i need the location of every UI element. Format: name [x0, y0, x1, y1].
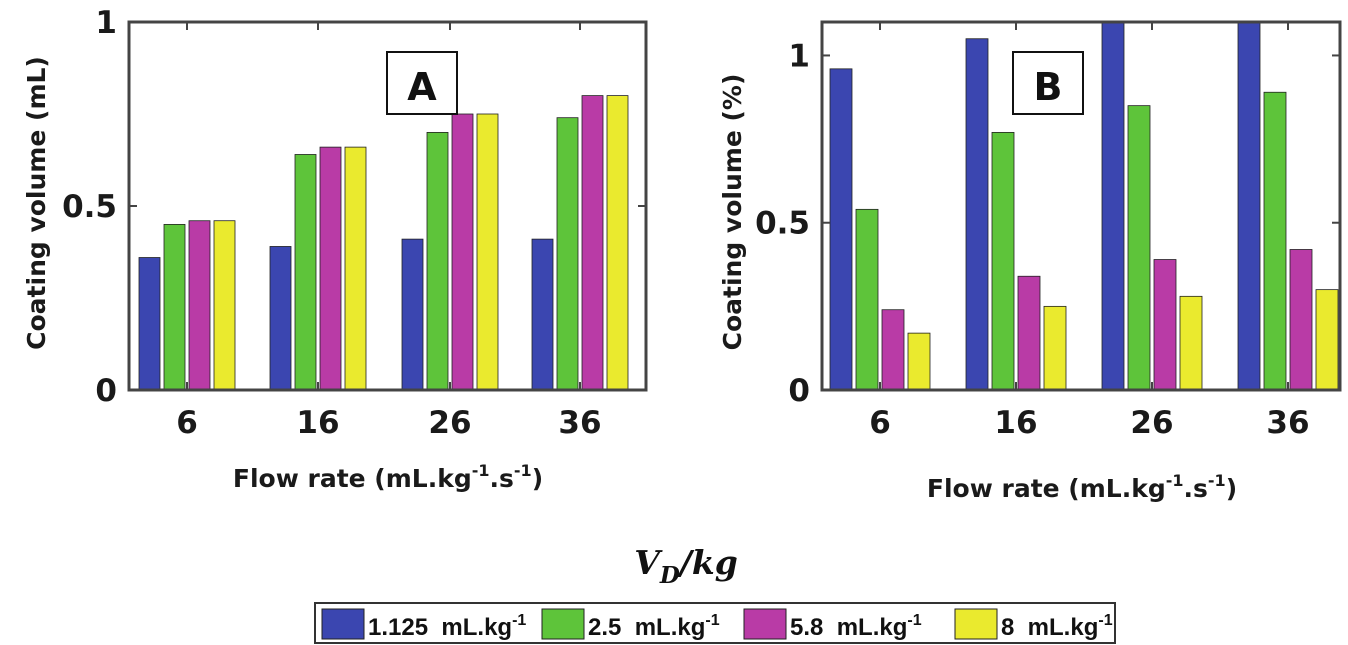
y-tick-label-b: 1	[788, 38, 810, 74]
x-tick-label-a: 26	[428, 405, 471, 441]
bars-a	[138, 95, 629, 391]
bar-a-6-series4	[213, 220, 236, 391]
x-axis-label-a-sup2: -1	[514, 461, 532, 480]
bar-a-26-series3	[451, 113, 474, 391]
legend-items: 1.125 mL.kg-1 2.5 mL.kg-1 5.8 mL.kg-1 8 mL.…	[321, 608, 1113, 641]
legend-label-value: 1.125 mL.kg	[368, 614, 512, 641]
x-axis-label-b-part1: Flow rate (mL.kg	[927, 474, 1166, 503]
bar-a-36-series2	[556, 117, 579, 391]
bar-b-6-series2	[855, 208, 879, 391]
x-ticks-b: 6 16 26 36	[869, 22, 1310, 441]
bar-a-16-series2	[294, 154, 317, 391]
y-tick-label-a: 0.5	[62, 189, 117, 225]
y-tick-label-b: 0	[788, 373, 810, 409]
bar-b-16-series3	[1017, 275, 1041, 391]
axes-b-frame	[820, 20, 1342, 392]
bar-a-36-series1	[531, 238, 554, 391]
x-axis-label-b-sup2: -1	[1208, 471, 1226, 490]
bar-b-6-series4	[907, 332, 931, 391]
bar-b-26-series2	[1127, 105, 1151, 391]
panel-a-label-box: A	[386, 51, 458, 115]
bars-b	[829, 21, 1339, 391]
panel-b-label-box: B	[1012, 51, 1084, 115]
bar-b-36-series4	[1315, 289, 1339, 391]
legend-swatch	[743, 608, 787, 640]
bar-b-36-series3	[1289, 249, 1313, 391]
bar-a-6-series3	[188, 220, 211, 391]
x-tick-label-b: 26	[1130, 405, 1173, 441]
x-tick-label-b: 36	[1266, 405, 1309, 441]
y-axis-label-a: Coating volume (mL)	[22, 56, 51, 350]
panel-a: 00.51 6 16 26 36 A Coating volume (mL) Flow…	[22, 5, 648, 493]
bar-b-26-series1	[1101, 21, 1125, 391]
bar-b-26-series4	[1179, 295, 1203, 391]
legend-label-value: 2.5 mL.kg	[588, 614, 705, 641]
panel-b: 00.51 6 16 26 36 B Coating volume (%) Flow …	[718, 20, 1342, 503]
legend-label-value: 8 mL.kg	[1001, 614, 1098, 641]
legend-label: 5.8 mL.kg-1	[790, 612, 922, 641]
legend-swatch	[954, 608, 998, 640]
x-axis-label-b-sup1: -1	[1166, 471, 1184, 490]
x-axis-label-b-part3: )	[1226, 474, 1237, 503]
legend-label: 8 mL.kg-1	[1001, 612, 1113, 641]
x-tick-label-b: 16	[994, 405, 1037, 441]
bar-a-26-series1	[401, 238, 424, 391]
legend-title: VD/kg	[634, 543, 738, 589]
y-tick-label-a: 0	[95, 373, 117, 409]
bar-a-26-series2	[426, 131, 449, 391]
legend-title-rest: /kg	[677, 543, 738, 582]
x-axis-label-a-sup1: -1	[472, 461, 490, 480]
bar-a-16-series3	[319, 146, 342, 391]
bar-b-16-series2	[991, 131, 1015, 391]
x-axis-label-a-part1: Flow rate (mL.kg	[233, 464, 472, 493]
legend-label: 1.125 mL.kg-1	[368, 612, 526, 641]
x-ticks-a: 6 16 26 36	[176, 22, 602, 441]
legend-label-sup: -1	[1098, 612, 1112, 629]
bar-a-16-series1	[269, 246, 292, 391]
bar-a-6-series1	[138, 257, 161, 391]
y-ticks-b: 00.51	[755, 38, 1340, 409]
bar-a-16-series4	[344, 146, 367, 391]
bar-a-6-series2	[163, 223, 186, 391]
legend-swatch	[321, 608, 365, 640]
x-tick-label-a: 36	[558, 405, 601, 441]
bar-b-36-series2	[1263, 91, 1287, 391]
panel-b-label: B	[1034, 65, 1063, 109]
legend-label-value: 5.8 mL.kg	[790, 614, 907, 641]
x-tick-label-b: 6	[869, 405, 891, 441]
y-axis-label-b: Coating volume (%)	[718, 74, 747, 351]
bar-b-6-series3	[881, 309, 905, 391]
legend-label: 2.5 mL.kg-1	[588, 612, 720, 641]
bar-b-16-series4	[1043, 305, 1067, 391]
bar-a-26-series4	[476, 113, 499, 391]
bar-a-36-series4	[606, 95, 629, 391]
y-ticks-a: 00.51	[62, 5, 646, 409]
legend-label-sup: -1	[907, 612, 921, 629]
legend-title-v: V	[634, 543, 663, 582]
x-axis-label-a: Flow rate (mL.kg-1.s-1)	[233, 461, 543, 493]
x-tick-label-a: 6	[176, 405, 198, 441]
legend: VD/kg 1.125 mL.kg-1 2.5 mL.kg-1 5.8 mL.kg-…	[314, 543, 1116, 644]
legend-label-sup: -1	[512, 612, 526, 629]
bar-b-6-series1	[829, 68, 853, 391]
x-axis-label-b: Flow rate (mL.kg-1.s-1)	[927, 471, 1237, 503]
bar-b-36-series1	[1237, 21, 1261, 391]
legend-title-sub: D	[659, 562, 680, 589]
legend-label-sup: -1	[705, 612, 719, 629]
x-axis-label-b-part2: .s	[1184, 474, 1208, 503]
x-axis-label-a-part2: .s	[490, 464, 514, 493]
panel-a-label: A	[407, 65, 437, 109]
bar-b-26-series3	[1153, 259, 1177, 391]
x-axis-label-a-part3: )	[532, 464, 543, 493]
y-tick-label-b: 0.5	[755, 206, 810, 242]
legend-swatch	[541, 608, 585, 640]
x-tick-label-a: 16	[296, 405, 339, 441]
bar-b-16-series1	[965, 38, 989, 391]
y-tick-label-a: 1	[95, 5, 117, 41]
bar-a-36-series3	[581, 95, 604, 391]
